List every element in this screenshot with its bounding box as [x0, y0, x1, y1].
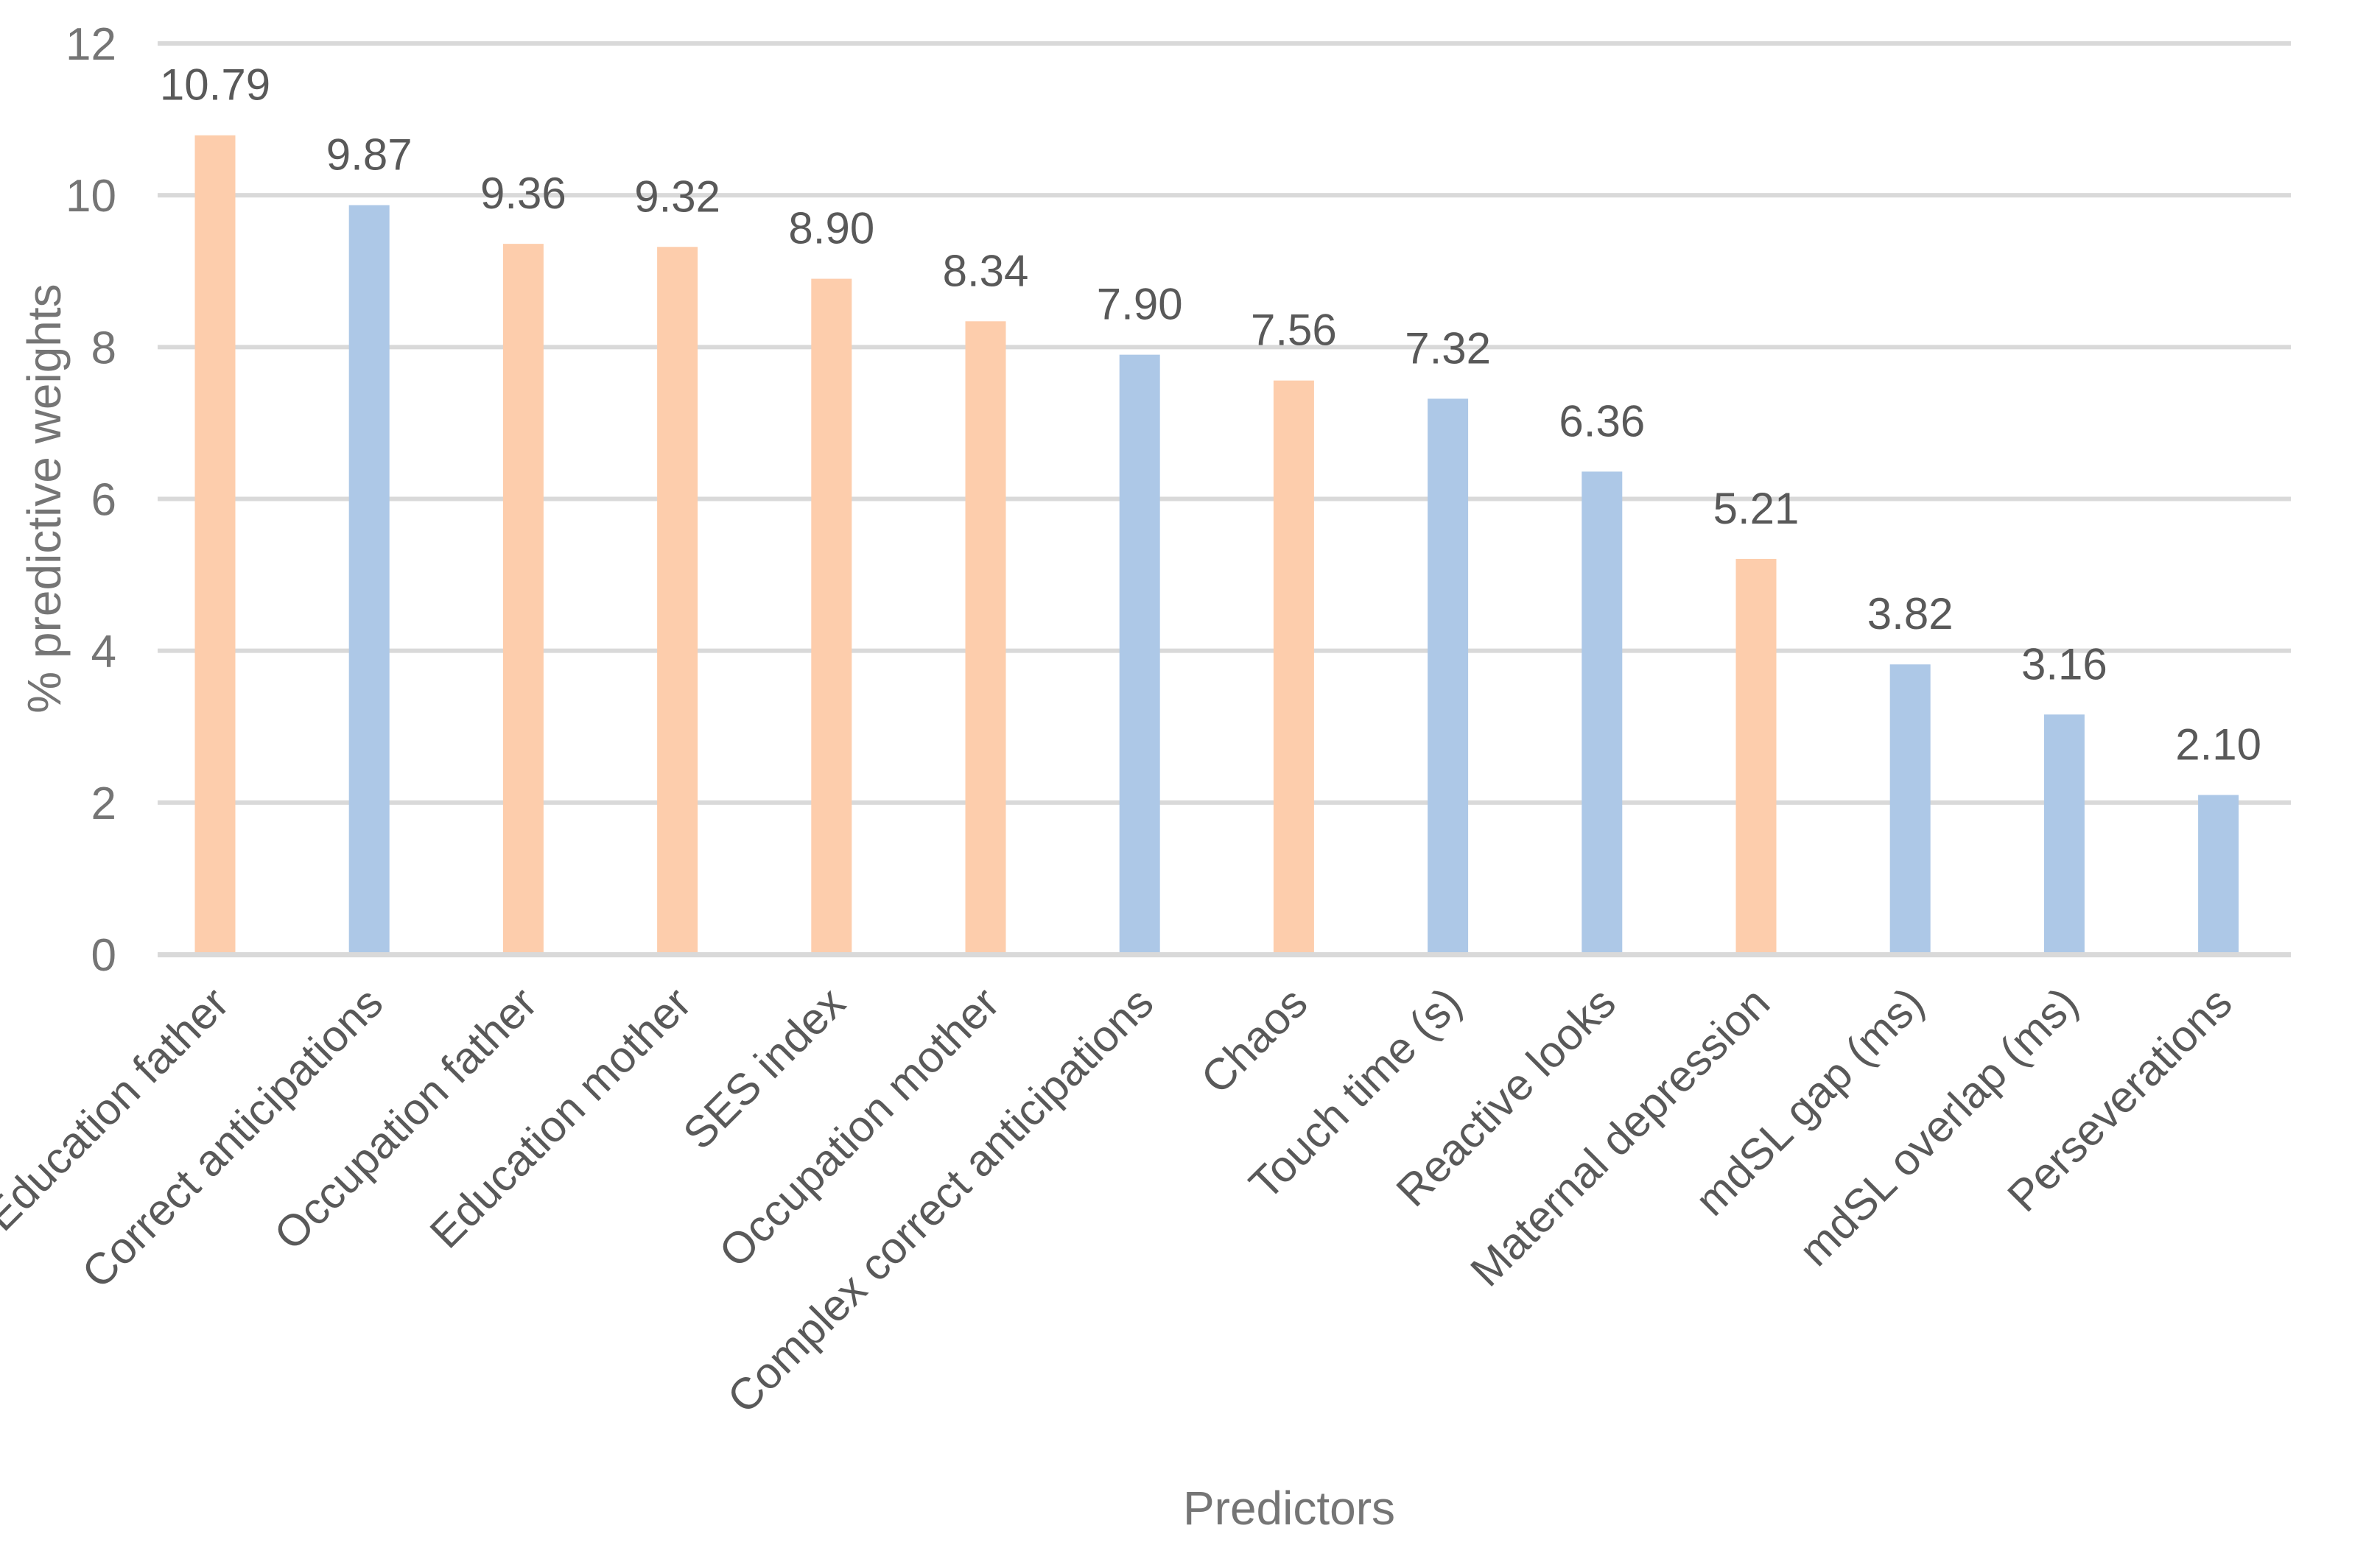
bar — [965, 321, 1006, 952]
bar — [1582, 471, 1623, 952]
category-label: Maternal depression — [1461, 978, 1779, 1296]
bar — [1428, 398, 1469, 952]
category-label: Correct anticipations — [72, 978, 392, 1298]
y-tick-label: 10 — [66, 171, 116, 222]
data-label: 10.79 — [160, 60, 270, 110]
y-tick-label: 8 — [91, 323, 116, 373]
gridline — [158, 800, 2291, 805]
category-label: Chaos — [1192, 978, 1317, 1103]
data-label: 6.36 — [1559, 396, 1645, 446]
bar — [194, 135, 236, 952]
data-label: 7.56 — [1251, 306, 1337, 355]
bar — [1735, 558, 1777, 952]
category-label: Occupation father — [264, 978, 546, 1259]
y-tick-label: 4 — [91, 627, 116, 678]
bar — [1889, 664, 1931, 952]
y-tick-label: 2 — [91, 778, 116, 829]
bar — [811, 278, 852, 952]
bar — [1119, 354, 1160, 952]
gridline — [158, 648, 2291, 653]
data-labels: 10.79 9.87 9.36 9.32 8.90 8.34 7.90 7.56 7.32 6.3… — [160, 60, 2261, 770]
gridline — [158, 345, 2291, 350]
gridline — [158, 496, 2291, 501]
gridlines — [158, 41, 2291, 957]
bar — [2043, 714, 2085, 952]
data-label: 2.10 — [2175, 720, 2261, 770]
y-tick-label: 6 — [91, 475, 116, 526]
data-label: 9.32 — [634, 172, 720, 221]
data-label: 8.34 — [943, 246, 1029, 295]
category-label: Education mother — [421, 978, 701, 1258]
data-label: 7.90 — [1097, 280, 1183, 329]
y-axis-ticks: 0 2 4 6 8 10 12 — [66, 19, 116, 981]
data-label: 9.87 — [326, 130, 413, 180]
gridline — [158, 193, 2291, 198]
y-tick-label: 0 — [91, 930, 116, 981]
category-label: mdSL overlap (ms) — [1789, 978, 2087, 1275]
gridline — [158, 41, 2291, 46]
category-label: Occupation mother — [709, 978, 1008, 1277]
data-label: 9.36 — [480, 169, 566, 218]
bar — [1273, 380, 1314, 952]
data-label: 5.21 — [1713, 484, 1800, 533]
data-label: 3.16 — [2021, 639, 2107, 689]
data-label: 3.82 — [1867, 589, 1954, 638]
y-tick-label: 12 — [66, 19, 116, 70]
data-label: 7.32 — [1405, 323, 1491, 373]
bar — [657, 247, 698, 953]
data-label: 8.90 — [788, 204, 874, 253]
x-axis-line — [158, 952, 2291, 957]
bar — [348, 205, 390, 952]
x-axis-title: Predictors — [1183, 1482, 1395, 1535]
bar — [2198, 795, 2239, 952]
y-axis-title: % predictive weights — [18, 284, 71, 713]
bars — [194, 135, 2239, 953]
bar — [502, 244, 544, 952]
